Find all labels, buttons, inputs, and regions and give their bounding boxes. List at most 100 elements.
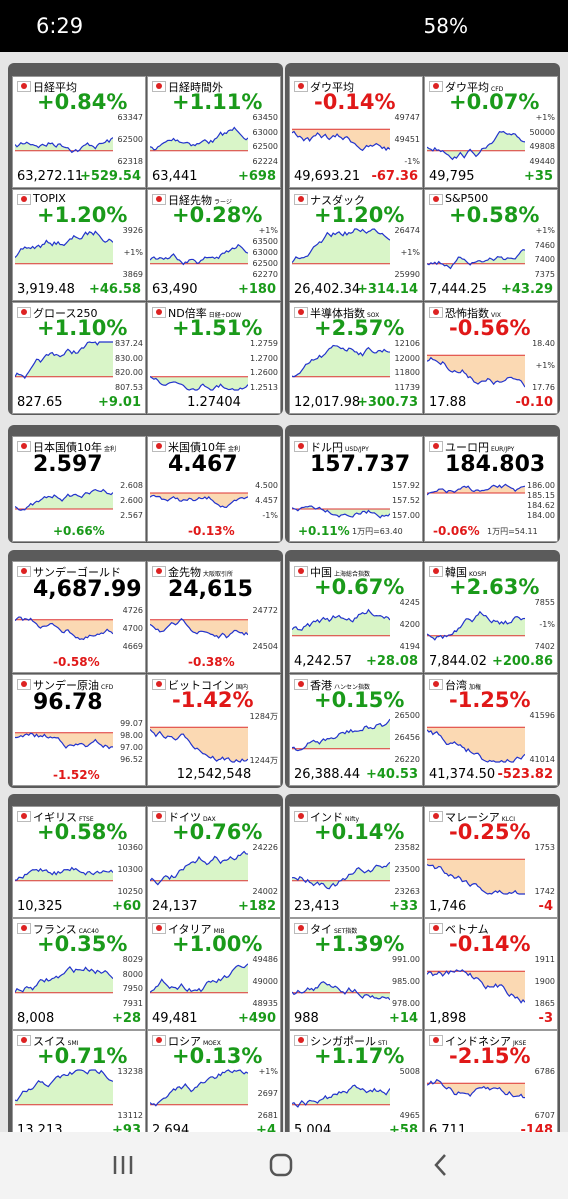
axis-label: 12106 xyxy=(394,339,420,348)
value: 12,017.98 xyxy=(294,395,361,410)
axis-label: 24226 xyxy=(252,843,278,852)
sparkline xyxy=(15,230,113,265)
diff: +314.14 xyxy=(356,282,418,297)
name: 半導体指数 xyxy=(310,307,365,320)
change: -1.52% xyxy=(53,768,100,782)
flag-dot xyxy=(21,681,27,687)
axis-label: 186.00 xyxy=(527,481,555,490)
flag xyxy=(17,811,31,822)
change: -1.25% xyxy=(449,688,531,712)
flag xyxy=(152,307,166,318)
tile-name: ベトナム xyxy=(445,921,489,937)
value: 1,898 xyxy=(429,1011,467,1026)
line xyxy=(15,732,113,750)
diff: +200.86 xyxy=(491,654,553,669)
line xyxy=(15,866,113,881)
sub: USD/JPY xyxy=(345,446,369,453)
change: +1.20% xyxy=(314,203,405,227)
sparkline xyxy=(292,861,390,890)
axis-label: 98.00 xyxy=(120,731,143,740)
tile-name: インドネシア JKSE xyxy=(445,1033,526,1049)
flag xyxy=(429,307,443,318)
diff: -3 xyxy=(538,1011,553,1026)
line xyxy=(292,861,390,890)
axis-label: 62500 xyxy=(252,142,278,152)
flag xyxy=(17,307,31,318)
axis-label: 820.00 xyxy=(115,368,143,378)
change: +0.76% xyxy=(172,820,263,844)
tile: ND倍率 日経÷DOW 1.2759 1.2700 1.2600 1.2513 +1.51%… xyxy=(147,302,281,414)
axis-label: 6707 xyxy=(534,1111,555,1120)
tile-name: ユーロ円 EUR/JPY xyxy=(445,439,514,455)
tile: ドル円 USD/JPY 157.92 157.52 157.00 157.737 +0.11… xyxy=(289,436,423,542)
sparkline xyxy=(427,726,525,763)
flag xyxy=(294,441,308,452)
axis-label: 1911 xyxy=(534,955,555,964)
value: 4.467 xyxy=(168,452,238,477)
sparkline xyxy=(150,963,248,994)
name: 中国 xyxy=(310,566,332,579)
line xyxy=(292,505,390,519)
tile: ロシア MOEX +1% 2697 2681 +0.13% 2,694 +4 xyxy=(147,1030,281,1142)
sparkline xyxy=(292,228,390,265)
tile: イギリス FTSE 10360 10300 10250 +0.58% 10,325 +60 xyxy=(12,806,146,918)
flag xyxy=(17,1035,31,1046)
change: +0.13% xyxy=(172,1044,263,1068)
tile: 香港 ハンセン指数 26500 26456 26220 +0.15% 26,388.44 +4… xyxy=(289,674,423,786)
diff: +180 xyxy=(237,282,276,297)
nav-bar xyxy=(0,1132,568,1199)
tile: S&P500 +1% 7460 7400 7375 +0.58% 7,444.25 +43.2… xyxy=(424,189,558,301)
flag-dot xyxy=(21,443,27,449)
sparkline xyxy=(15,137,113,154)
sparkline xyxy=(427,249,525,270)
sparkline xyxy=(15,1069,113,1106)
axis-label: 63000 xyxy=(252,127,278,137)
tile-name: ダウ平均 xyxy=(310,79,354,95)
status-bar: 6:29 58% xyxy=(0,0,568,52)
diff: -67.36 xyxy=(371,169,418,184)
value: 2.597 xyxy=(33,452,103,477)
axis-label: 24772 xyxy=(252,606,278,615)
axis-label: -1% xyxy=(404,157,420,166)
value: 4,687.99 xyxy=(33,577,142,602)
line xyxy=(15,1069,113,1102)
axis-label: 1.2513 xyxy=(250,383,278,392)
area xyxy=(292,129,390,151)
flag-dot xyxy=(298,1037,304,1043)
tile: ドイツ DAX 24226 24002 +0.76% 24,137 +182 xyxy=(147,806,281,918)
tile-name: 韓国 KOSPI xyxy=(445,564,487,580)
line xyxy=(15,616,113,641)
area xyxy=(427,355,525,388)
axis-label: 49440 xyxy=(529,157,555,166)
sub: 大阪取引所 xyxy=(203,571,234,578)
flag-dot xyxy=(433,681,439,687)
tile-name: タイ SET指数 xyxy=(310,921,357,937)
flag xyxy=(152,566,166,577)
sub: KOSPI xyxy=(469,571,487,578)
flag xyxy=(294,811,308,822)
line xyxy=(427,863,525,895)
area xyxy=(292,1085,390,1107)
value: 1,746 xyxy=(429,899,467,914)
area xyxy=(150,493,248,508)
change: +1.10% xyxy=(37,316,128,340)
area xyxy=(150,851,248,885)
sparkline xyxy=(292,1084,390,1108)
value: 41,374.50 xyxy=(429,767,496,782)
sub: EUR/JPY xyxy=(491,446,515,453)
axis-label: 8029 xyxy=(122,955,143,964)
flag xyxy=(17,566,31,577)
tile-name: 米国債10年 金利 xyxy=(168,439,240,455)
diff: 1万円=63.40 xyxy=(352,527,403,536)
axis-label: 7460 xyxy=(534,240,555,250)
axis-label: 49486 xyxy=(252,955,278,964)
flag xyxy=(429,441,443,452)
tile-name: シンガポール STI xyxy=(310,1033,387,1049)
flag-dot xyxy=(156,196,162,202)
tile: マレーシア KLCI 1753 1742 -0.25% 1,746 -4 xyxy=(424,806,558,918)
value: 7,444.25 xyxy=(429,282,487,297)
tile: 半導体指数 SOX 12106 12000 11800 11739 +2.57% 12,017… xyxy=(289,302,423,414)
axis-label: 62270 xyxy=(252,270,278,279)
axis-label: 1753 xyxy=(534,843,555,852)
